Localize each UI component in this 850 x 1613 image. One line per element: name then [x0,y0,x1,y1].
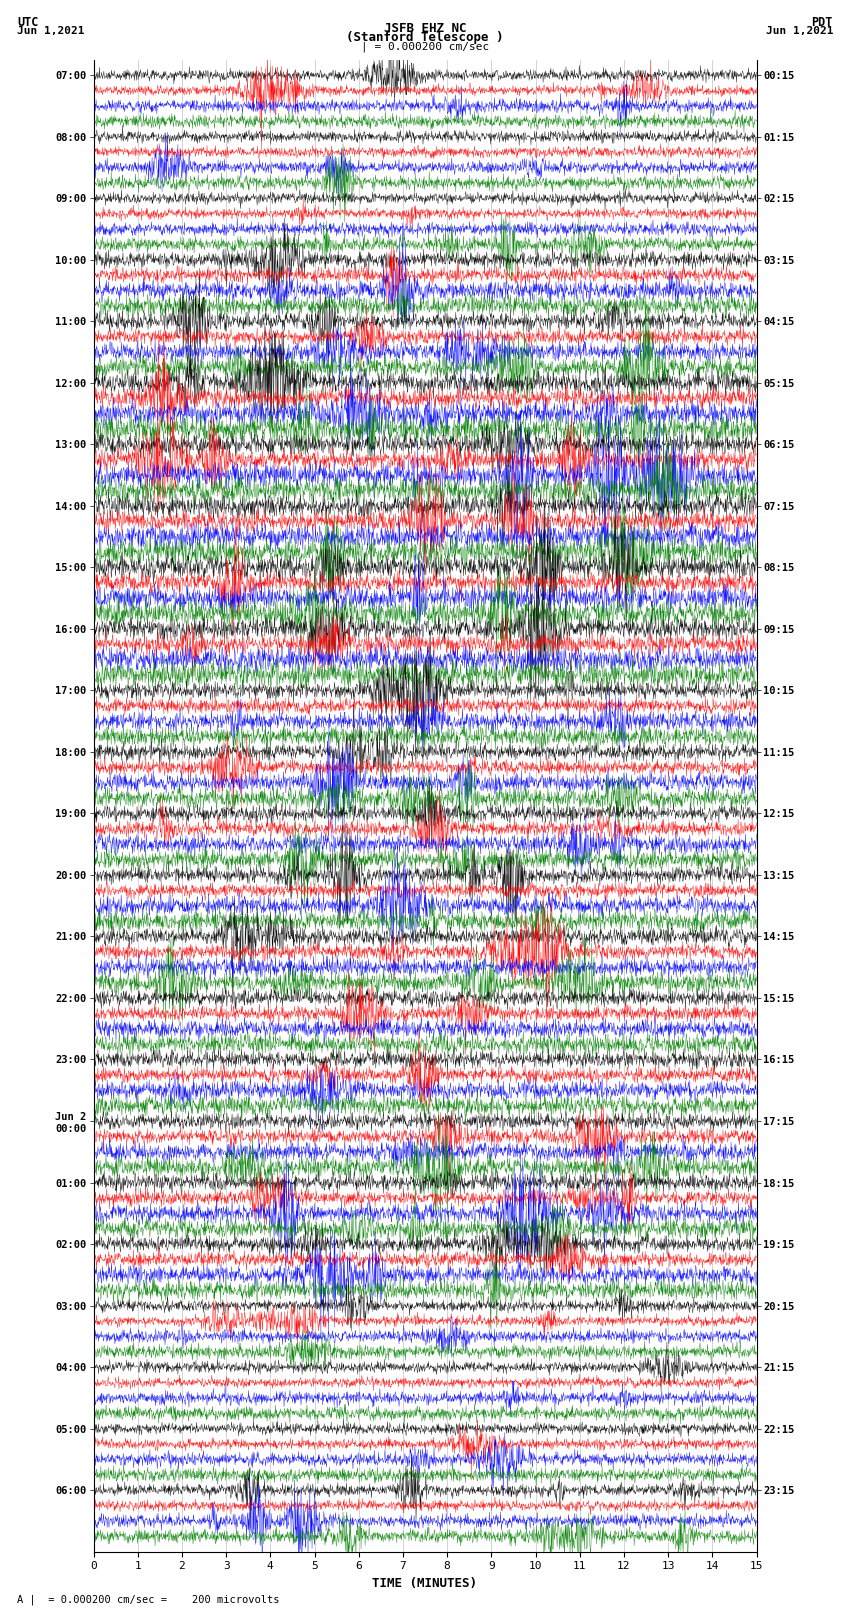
X-axis label: TIME (MINUTES): TIME (MINUTES) [372,1578,478,1590]
Text: Jun 1,2021: Jun 1,2021 [766,26,833,35]
Text: | = 0.000200 cm/sec: | = 0.000200 cm/sec [361,40,489,52]
Text: JSFB EHZ NC: JSFB EHZ NC [383,23,467,35]
Text: (Stanford Telescope ): (Stanford Telescope ) [346,31,504,44]
Text: Jun 1,2021: Jun 1,2021 [17,26,84,35]
Text: A |  = 0.000200 cm/sec =    200 microvolts: A | = 0.000200 cm/sec = 200 microvolts [17,1594,280,1605]
Text: PDT: PDT [812,16,833,29]
Text: UTC: UTC [17,16,38,29]
